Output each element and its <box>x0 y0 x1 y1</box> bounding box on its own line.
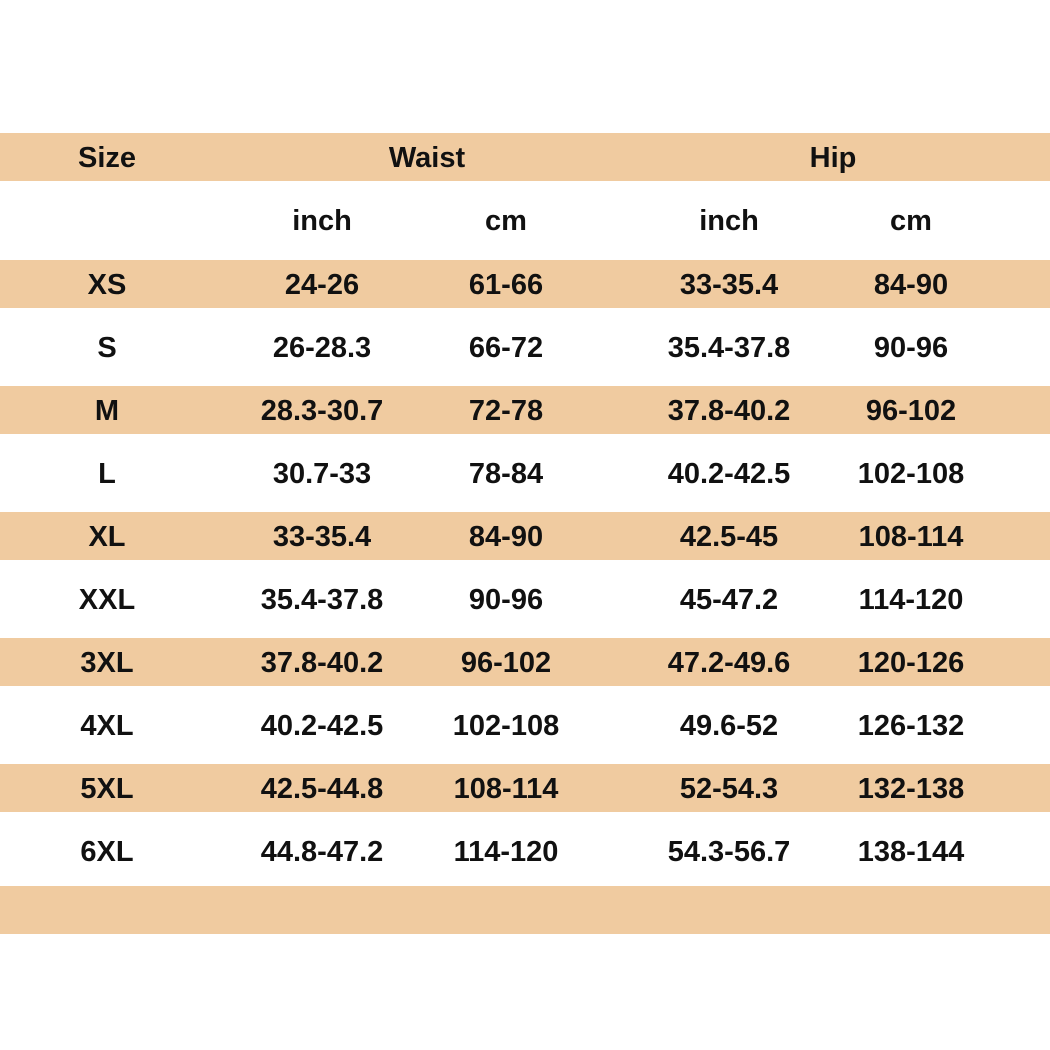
value-cell: 33-35.4 <box>679 269 779 301</box>
value-cell: 114-120 <box>858 584 964 616</box>
value-cell: 49.6-52 <box>679 710 779 742</box>
footer-band <box>0 886 1050 934</box>
value-cell: 28.3-30.7 <box>260 395 384 427</box>
size-cell: 5XL <box>80 773 134 805</box>
value-cell: 126-132 <box>857 710 965 742</box>
value-cell: 120-126 <box>857 647 965 679</box>
value-cell: 40.2-42.5 <box>260 710 384 742</box>
row-band <box>0 638 1050 686</box>
value-cell: 72-78 <box>468 395 544 427</box>
value-cell: 78-84 <box>468 458 544 490</box>
subheader-cell: cm <box>485 205 527 237</box>
value-cell: 42.5-45 <box>679 521 779 553</box>
value-cell: 30.7-33 <box>272 458 372 490</box>
row-band <box>0 386 1050 434</box>
value-cell: 33-35.4 <box>272 521 372 553</box>
value-cell: 102-108 <box>857 458 965 490</box>
value-cell: 84-90 <box>873 269 949 301</box>
value-cell: 40.2-42.5 <box>667 458 791 490</box>
value-cell: 138-144 <box>857 836 965 868</box>
size-cell: 6XL <box>80 836 134 868</box>
value-cell: 114-120 <box>453 836 559 868</box>
value-cell: 132-138 <box>857 773 965 805</box>
value-cell: 35.4-37.8 <box>260 584 384 616</box>
value-cell: 45-47.2 <box>679 584 779 616</box>
size-cell: M <box>94 395 120 427</box>
value-cell: 44.8-47.2 <box>260 836 384 868</box>
value-cell: 96-102 <box>460 647 552 679</box>
value-cell: 52-54.3 <box>679 773 779 805</box>
header-cell: Size <box>77 142 137 174</box>
value-cell: 90-96 <box>468 584 544 616</box>
value-cell: 54.3-56.7 <box>667 836 791 868</box>
size-cell: S <box>97 332 117 364</box>
value-cell: 35.4-37.8 <box>667 332 791 364</box>
size-cell: L <box>98 458 116 490</box>
subheader-cell: cm <box>890 205 932 237</box>
size-cell: 3XL <box>80 647 134 679</box>
value-cell: 37.8-40.2 <box>667 395 791 427</box>
header-band <box>0 133 1050 181</box>
value-cell: 66-72 <box>468 332 544 364</box>
value-cell: 84-90 <box>468 521 544 553</box>
subheader-cell: inch <box>292 205 352 237</box>
value-cell: 96-102 <box>865 395 957 427</box>
value-cell: 42.5-44.8 <box>260 773 384 805</box>
size-cell: XXL <box>78 584 136 616</box>
value-cell: 24-26 <box>284 269 360 301</box>
value-cell: 102-108 <box>452 710 560 742</box>
subheader-cell: inch <box>699 205 759 237</box>
size-cell: XS <box>87 269 127 301</box>
row-band <box>0 764 1050 812</box>
size-cell: 4XL <box>80 710 134 742</box>
size-cell: XL <box>88 521 126 553</box>
header-cell: Hip <box>809 142 857 174</box>
value-cell: 108-114 <box>453 773 559 805</box>
header-cell: Waist <box>388 142 466 174</box>
row-band <box>0 260 1050 308</box>
value-cell: 61-66 <box>468 269 544 301</box>
value-cell: 26-28.3 <box>272 332 372 364</box>
value-cell: 90-96 <box>873 332 949 364</box>
value-cell: 108-114 <box>858 521 964 553</box>
value-cell: 37.8-40.2 <box>260 647 384 679</box>
value-cell: 47.2-49.6 <box>667 647 791 679</box>
row-band <box>0 512 1050 560</box>
